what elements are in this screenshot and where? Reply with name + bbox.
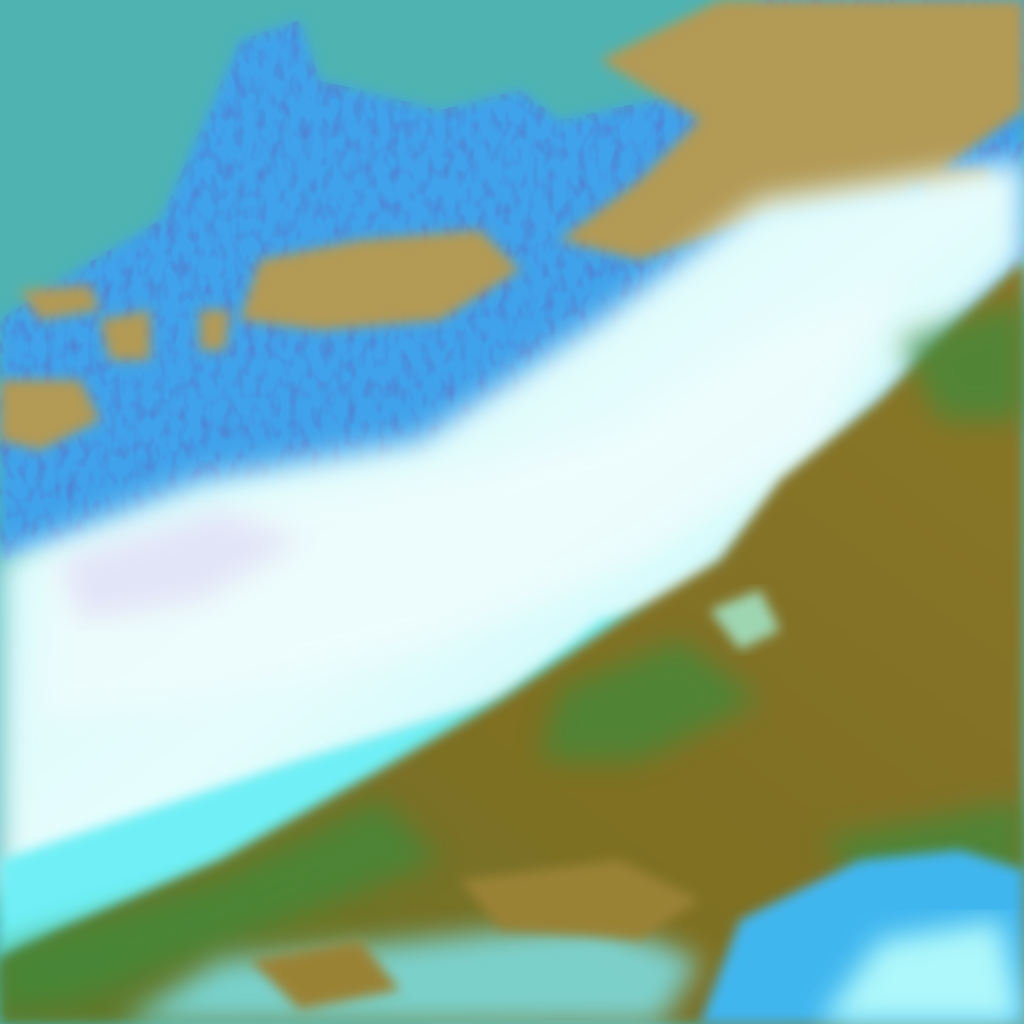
land-mass (0, 260, 1024, 1024)
bottom-center-cloud (120, 920, 700, 1024)
pink-haze (60, 510, 300, 620)
southern-cloud-bright (820, 920, 1024, 1024)
bottom-land-patches (250, 860, 700, 1010)
pale-green-cloud (710, 590, 780, 650)
vegetation-patches (0, 300, 1024, 1010)
white-cloud-core (40, 280, 900, 720)
